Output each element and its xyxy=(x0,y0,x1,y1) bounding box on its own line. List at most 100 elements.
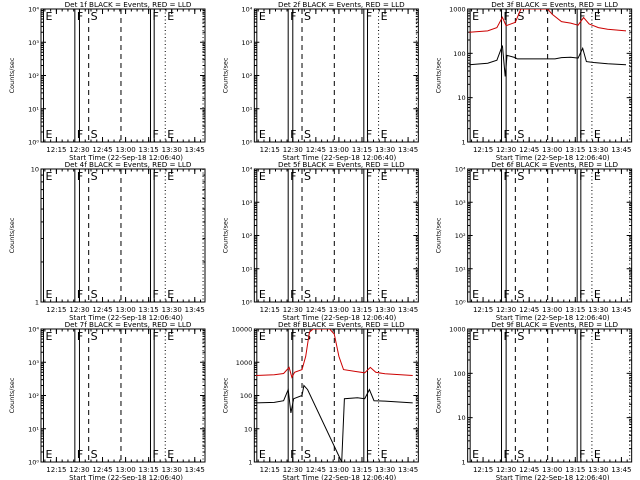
marker-label: E xyxy=(594,170,601,183)
y-tick-label: 1 xyxy=(35,299,39,307)
panel-3: Det 3f BLACK = Events, RED = LLDEEFFSSFF… xyxy=(435,0,633,162)
y-tick-label: 10¹ xyxy=(28,105,39,113)
plot-frame xyxy=(467,328,633,463)
panel-4: Det 4f BLACK = Events, RED = LLDEEFFSSFF… xyxy=(8,160,206,322)
y-tick-label: 10¹ xyxy=(241,265,252,273)
x-axis-label: Start Time (22-Sep-18 12:06:40) xyxy=(69,314,183,322)
x-tick-label: 12:15 xyxy=(46,306,66,314)
y-tick-label: 1 xyxy=(462,459,466,467)
x-tick-label: 13:00 xyxy=(115,306,135,314)
marker-label: E xyxy=(381,330,388,343)
marker-label: S xyxy=(517,448,524,461)
x-axis-label: Start Time (22-Sep-18 12:06:40) xyxy=(69,474,183,480)
y-tick-label: 10² xyxy=(241,232,252,240)
x-tick-label: 13:00 xyxy=(542,146,562,154)
chart-title: Det 1f BLACK = Events, RED = LLD xyxy=(65,0,192,9)
marker-label: F xyxy=(77,10,83,23)
x-tick-label: 12:45 xyxy=(519,146,539,154)
marker-label: S xyxy=(91,10,98,23)
chart-title: Det 4f BLACK = Events, RED = LLD xyxy=(65,160,192,169)
y-tick-label: 1 xyxy=(462,139,466,147)
y-tick-label: 10³ xyxy=(28,359,39,367)
y-tick-label: 1000 xyxy=(236,359,253,367)
y-axis-label: Counts/sec xyxy=(221,377,229,413)
plot-frame xyxy=(467,168,633,303)
marker-label: F xyxy=(579,330,585,343)
y-tick-label: 10² xyxy=(28,72,39,80)
plot-frame xyxy=(253,328,419,463)
marker-label: E xyxy=(594,448,601,461)
panel-2: Det 2f BLACK = Events, RED = LLDEEFFSSFF… xyxy=(221,0,419,162)
x-tick-label: 12:30 xyxy=(69,306,89,314)
marker-label: E xyxy=(259,10,266,23)
chart-title: Det 5f BLACK = Events, RED = LLD xyxy=(278,160,405,169)
y-axis-label: Counts/sec xyxy=(435,57,443,93)
marker-label: F xyxy=(579,10,585,23)
y-axis-label: Counts/sec xyxy=(8,217,16,253)
x-axis-label: Start Time (22-Sep-18 12:06:40) xyxy=(496,154,610,162)
marker-label: E xyxy=(167,170,174,183)
x-tick-label: 13:00 xyxy=(542,306,562,314)
marker-label: F xyxy=(152,288,158,301)
x-axis-label: Start Time (22-Sep-18 12:06:40) xyxy=(282,314,396,322)
panel-7: Det 7f BLACK = Events, RED = LLDEEFFSSFF… xyxy=(8,320,206,480)
y-tick-label: 10⁴ xyxy=(28,326,39,334)
x-tick-label: 13:00 xyxy=(329,146,349,154)
marker-label: F xyxy=(366,10,372,23)
marker-label: F xyxy=(152,170,158,183)
marker-label: S xyxy=(91,330,98,343)
marker-label: F xyxy=(152,330,158,343)
marker-label: E xyxy=(594,128,601,141)
marker-label: E xyxy=(45,288,52,301)
plot-frame xyxy=(40,168,206,303)
marker-label: F xyxy=(366,330,372,343)
x-tick-label: 12:45 xyxy=(519,466,539,474)
marker-label: E xyxy=(45,330,52,343)
y-axis-label: Counts/sec xyxy=(8,377,16,413)
marker-label: S xyxy=(304,170,311,183)
x-tick-label: 13:45 xyxy=(185,466,205,474)
marker-label: F xyxy=(77,330,83,343)
chart-title: Det 7f BLACK = Events, RED = LLD xyxy=(65,320,192,329)
marker-label: E xyxy=(381,128,388,141)
marker-label: F xyxy=(579,288,585,301)
marker-label: F xyxy=(579,128,585,141)
x-tick-label: 13:45 xyxy=(611,306,631,314)
marker-label: S xyxy=(304,330,311,343)
y-tick-label: 10¹ xyxy=(455,265,466,273)
x-tick-label: 13:30 xyxy=(375,466,395,474)
y-tick-label: 10⁰ xyxy=(241,139,252,147)
x-tick-label: 13:45 xyxy=(185,306,205,314)
y-tick-label: 10 xyxy=(457,414,465,422)
x-tick-label: 12:30 xyxy=(69,466,89,474)
marker-label: S xyxy=(517,170,524,183)
marker-label: E xyxy=(594,288,601,301)
marker-label: E xyxy=(259,170,266,183)
plot-frame xyxy=(253,8,419,143)
marker-label: S xyxy=(517,288,524,301)
marker-label: F xyxy=(77,448,83,461)
y-axis-label: Counts/sec xyxy=(221,57,229,93)
y-tick-label: 1000 xyxy=(449,6,466,14)
marker-label: S xyxy=(91,288,98,301)
marker-label: F xyxy=(290,170,296,183)
marker-label: S xyxy=(91,128,98,141)
y-tick-label: 10⁴ xyxy=(241,6,252,14)
y-tick-label: 10⁴ xyxy=(455,166,466,174)
chart-title: Det 8f BLACK = Events, RED = LLD xyxy=(278,320,405,329)
x-axis-label: Start Time (22-Sep-18 12:06:40) xyxy=(282,154,396,162)
marker-label: S xyxy=(91,170,98,183)
marker-label: F xyxy=(504,330,510,343)
marker-label: F xyxy=(504,170,510,183)
y-tick-label: 10² xyxy=(241,72,252,80)
x-tick-label: 12:30 xyxy=(283,466,303,474)
x-tick-label: 12:15 xyxy=(473,306,493,314)
marker-label: E xyxy=(45,128,52,141)
x-tick-label: 13:15 xyxy=(139,146,159,154)
marker-label: F xyxy=(579,170,585,183)
x-tick-label: 12:45 xyxy=(519,306,539,314)
y-axis-label: Counts/sec xyxy=(435,217,443,253)
x-tick-label: 13:30 xyxy=(162,146,182,154)
x-tick-label: 13:45 xyxy=(398,306,418,314)
x-tick-label: 13:45 xyxy=(185,146,205,154)
